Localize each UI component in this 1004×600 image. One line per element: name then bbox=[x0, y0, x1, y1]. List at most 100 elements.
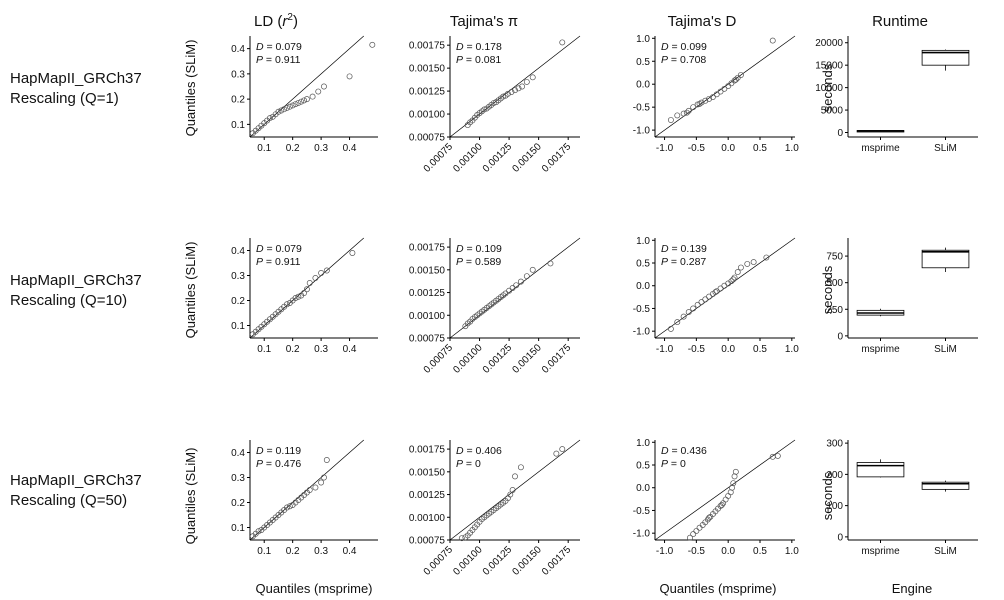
x-tick-label: 0.1 bbox=[257, 143, 271, 154]
data-point bbox=[717, 285, 724, 292]
x-tick-label-msprime: msprime bbox=[861, 143, 900, 154]
x-tick-label: -0.5 bbox=[688, 546, 706, 557]
y-axis-title-row-3: Quantiles (SLiM) bbox=[183, 448, 198, 545]
data-point bbox=[513, 282, 520, 289]
data-point bbox=[315, 88, 322, 95]
x-tick-label-SLiM: SLiM bbox=[934, 546, 957, 557]
runtime-y-title-row-1: seconds bbox=[820, 63, 835, 112]
panel-pi-q3: 0.000750.001000.001250.001500.001750.000… bbox=[409, 439, 581, 578]
data-point bbox=[292, 295, 299, 301]
y-tick-label: -1.0 bbox=[633, 126, 651, 137]
y-tick-label: 0.00150 bbox=[409, 265, 446, 276]
data-point bbox=[523, 273, 530, 280]
ks-p-annotation: P = 0.708 bbox=[661, 54, 706, 66]
data-point bbox=[507, 491, 514, 498]
x-axis-title-tajima-d: Quantiles (msprime) bbox=[659, 581, 776, 596]
data-point bbox=[730, 276, 737, 283]
data-point bbox=[674, 319, 681, 326]
y-tick-label: 100 bbox=[826, 501, 843, 512]
data-point bbox=[737, 72, 744, 78]
y-tick-label: 0 bbox=[837, 532, 843, 543]
y-tick-label: 0.00175 bbox=[409, 41, 446, 52]
data-point bbox=[529, 266, 536, 273]
data-point bbox=[731, 274, 738, 281]
y-tick-label: 15000 bbox=[815, 61, 843, 72]
x-tick-label: 0.4 bbox=[343, 546, 357, 557]
data-point bbox=[303, 96, 310, 103]
data-point bbox=[674, 112, 681, 119]
panel-pi-q2: 0.000750.001000.001250.001500.001750.000… bbox=[409, 237, 581, 376]
ks-p-annotation: P = 0.911 bbox=[256, 54, 301, 66]
x-tick-label-SLiM: SLiM bbox=[934, 143, 957, 154]
x-tick-label: 0.00150 bbox=[510, 342, 544, 376]
column-title-ld: LD (r2) bbox=[254, 12, 298, 30]
data-point bbox=[713, 91, 720, 98]
data-point bbox=[680, 313, 687, 320]
y-tick-label: 0.00175 bbox=[409, 243, 446, 254]
row-label-2-name: HapMapII_GRCh37 bbox=[10, 272, 142, 289]
y-tick-label: 0.2 bbox=[231, 296, 245, 307]
data-point bbox=[306, 487, 313, 493]
data-point bbox=[709, 94, 716, 101]
data-point bbox=[517, 464, 524, 471]
ks-p-annotation: P = 0.589 bbox=[456, 256, 501, 268]
data-point bbox=[309, 93, 316, 100]
data-point bbox=[698, 99, 705, 106]
data-point bbox=[547, 260, 554, 267]
y-tick-label: 0.3 bbox=[231, 473, 245, 484]
data-point bbox=[289, 102, 296, 109]
y-tick-label: 0.00125 bbox=[409, 490, 446, 501]
x-tick-label: 0.00075 bbox=[422, 141, 456, 175]
panel-runtime-q3: 0 100 200 300 msprime SLiM bbox=[826, 439, 978, 557]
y-tick-label: 1.0 bbox=[636, 236, 650, 247]
x-tick-label: 0.3 bbox=[314, 143, 328, 154]
y-tick-label: -0.5 bbox=[633, 506, 651, 517]
box-SLiM bbox=[921, 249, 970, 269]
x-tick-label: 0.00125 bbox=[481, 141, 515, 175]
data-point bbox=[292, 101, 299, 108]
ks-d-annotation: D = 0.079 bbox=[256, 243, 302, 255]
x-tick-label: 0.00075 bbox=[422, 544, 456, 578]
x-tick-label: 0.0 bbox=[721, 344, 735, 355]
x-tick-label: 0.00100 bbox=[451, 544, 485, 578]
y-tick-label: 0.00075 bbox=[409, 334, 446, 345]
data-point bbox=[346, 73, 353, 80]
y-tick-label: 0.1 bbox=[231, 523, 245, 534]
y-tick-label: 0.00075 bbox=[409, 536, 446, 547]
y-tick-label: 0.2 bbox=[231, 498, 245, 509]
data-point bbox=[515, 85, 522, 92]
data-point bbox=[667, 325, 674, 332]
data-point bbox=[685, 107, 692, 114]
y-tick-label: 5000 bbox=[821, 106, 844, 117]
y-tick-label: 0.4 bbox=[231, 448, 245, 459]
data-point bbox=[721, 282, 728, 289]
data-point bbox=[744, 260, 751, 267]
x-tick-label-msprime: msprime bbox=[861, 344, 900, 355]
data-point bbox=[712, 289, 719, 296]
identity-line bbox=[654, 439, 796, 541]
y-tick-label: 0.5 bbox=[636, 461, 650, 472]
y-tick-label: 200 bbox=[826, 470, 843, 481]
data-point bbox=[284, 105, 290, 111]
y-tick-label: 0.00100 bbox=[409, 311, 446, 322]
data-point bbox=[713, 288, 720, 295]
identity-line bbox=[249, 237, 365, 339]
data-point bbox=[312, 484, 319, 491]
data-point bbox=[698, 299, 705, 306]
data-point bbox=[717, 88, 724, 95]
y-tick-label: 0.00075 bbox=[409, 133, 446, 144]
x-tick-label: 0.00125 bbox=[481, 544, 515, 578]
data-point bbox=[731, 473, 738, 480]
data-point bbox=[284, 301, 290, 308]
y-tick-label: 0.00100 bbox=[409, 110, 446, 121]
data-point bbox=[255, 528, 262, 535]
data-point bbox=[769, 37, 776, 44]
y-tick-label: 0.00100 bbox=[409, 513, 446, 524]
data-point bbox=[321, 474, 327, 481]
x-tick-label: 0.00100 bbox=[451, 141, 485, 175]
data-point bbox=[732, 76, 739, 83]
x-tick-label: 0.2 bbox=[286, 344, 300, 355]
data-point bbox=[721, 85, 728, 92]
x-tick-label: 1.0 bbox=[785, 546, 799, 557]
data-point bbox=[737, 264, 744, 271]
